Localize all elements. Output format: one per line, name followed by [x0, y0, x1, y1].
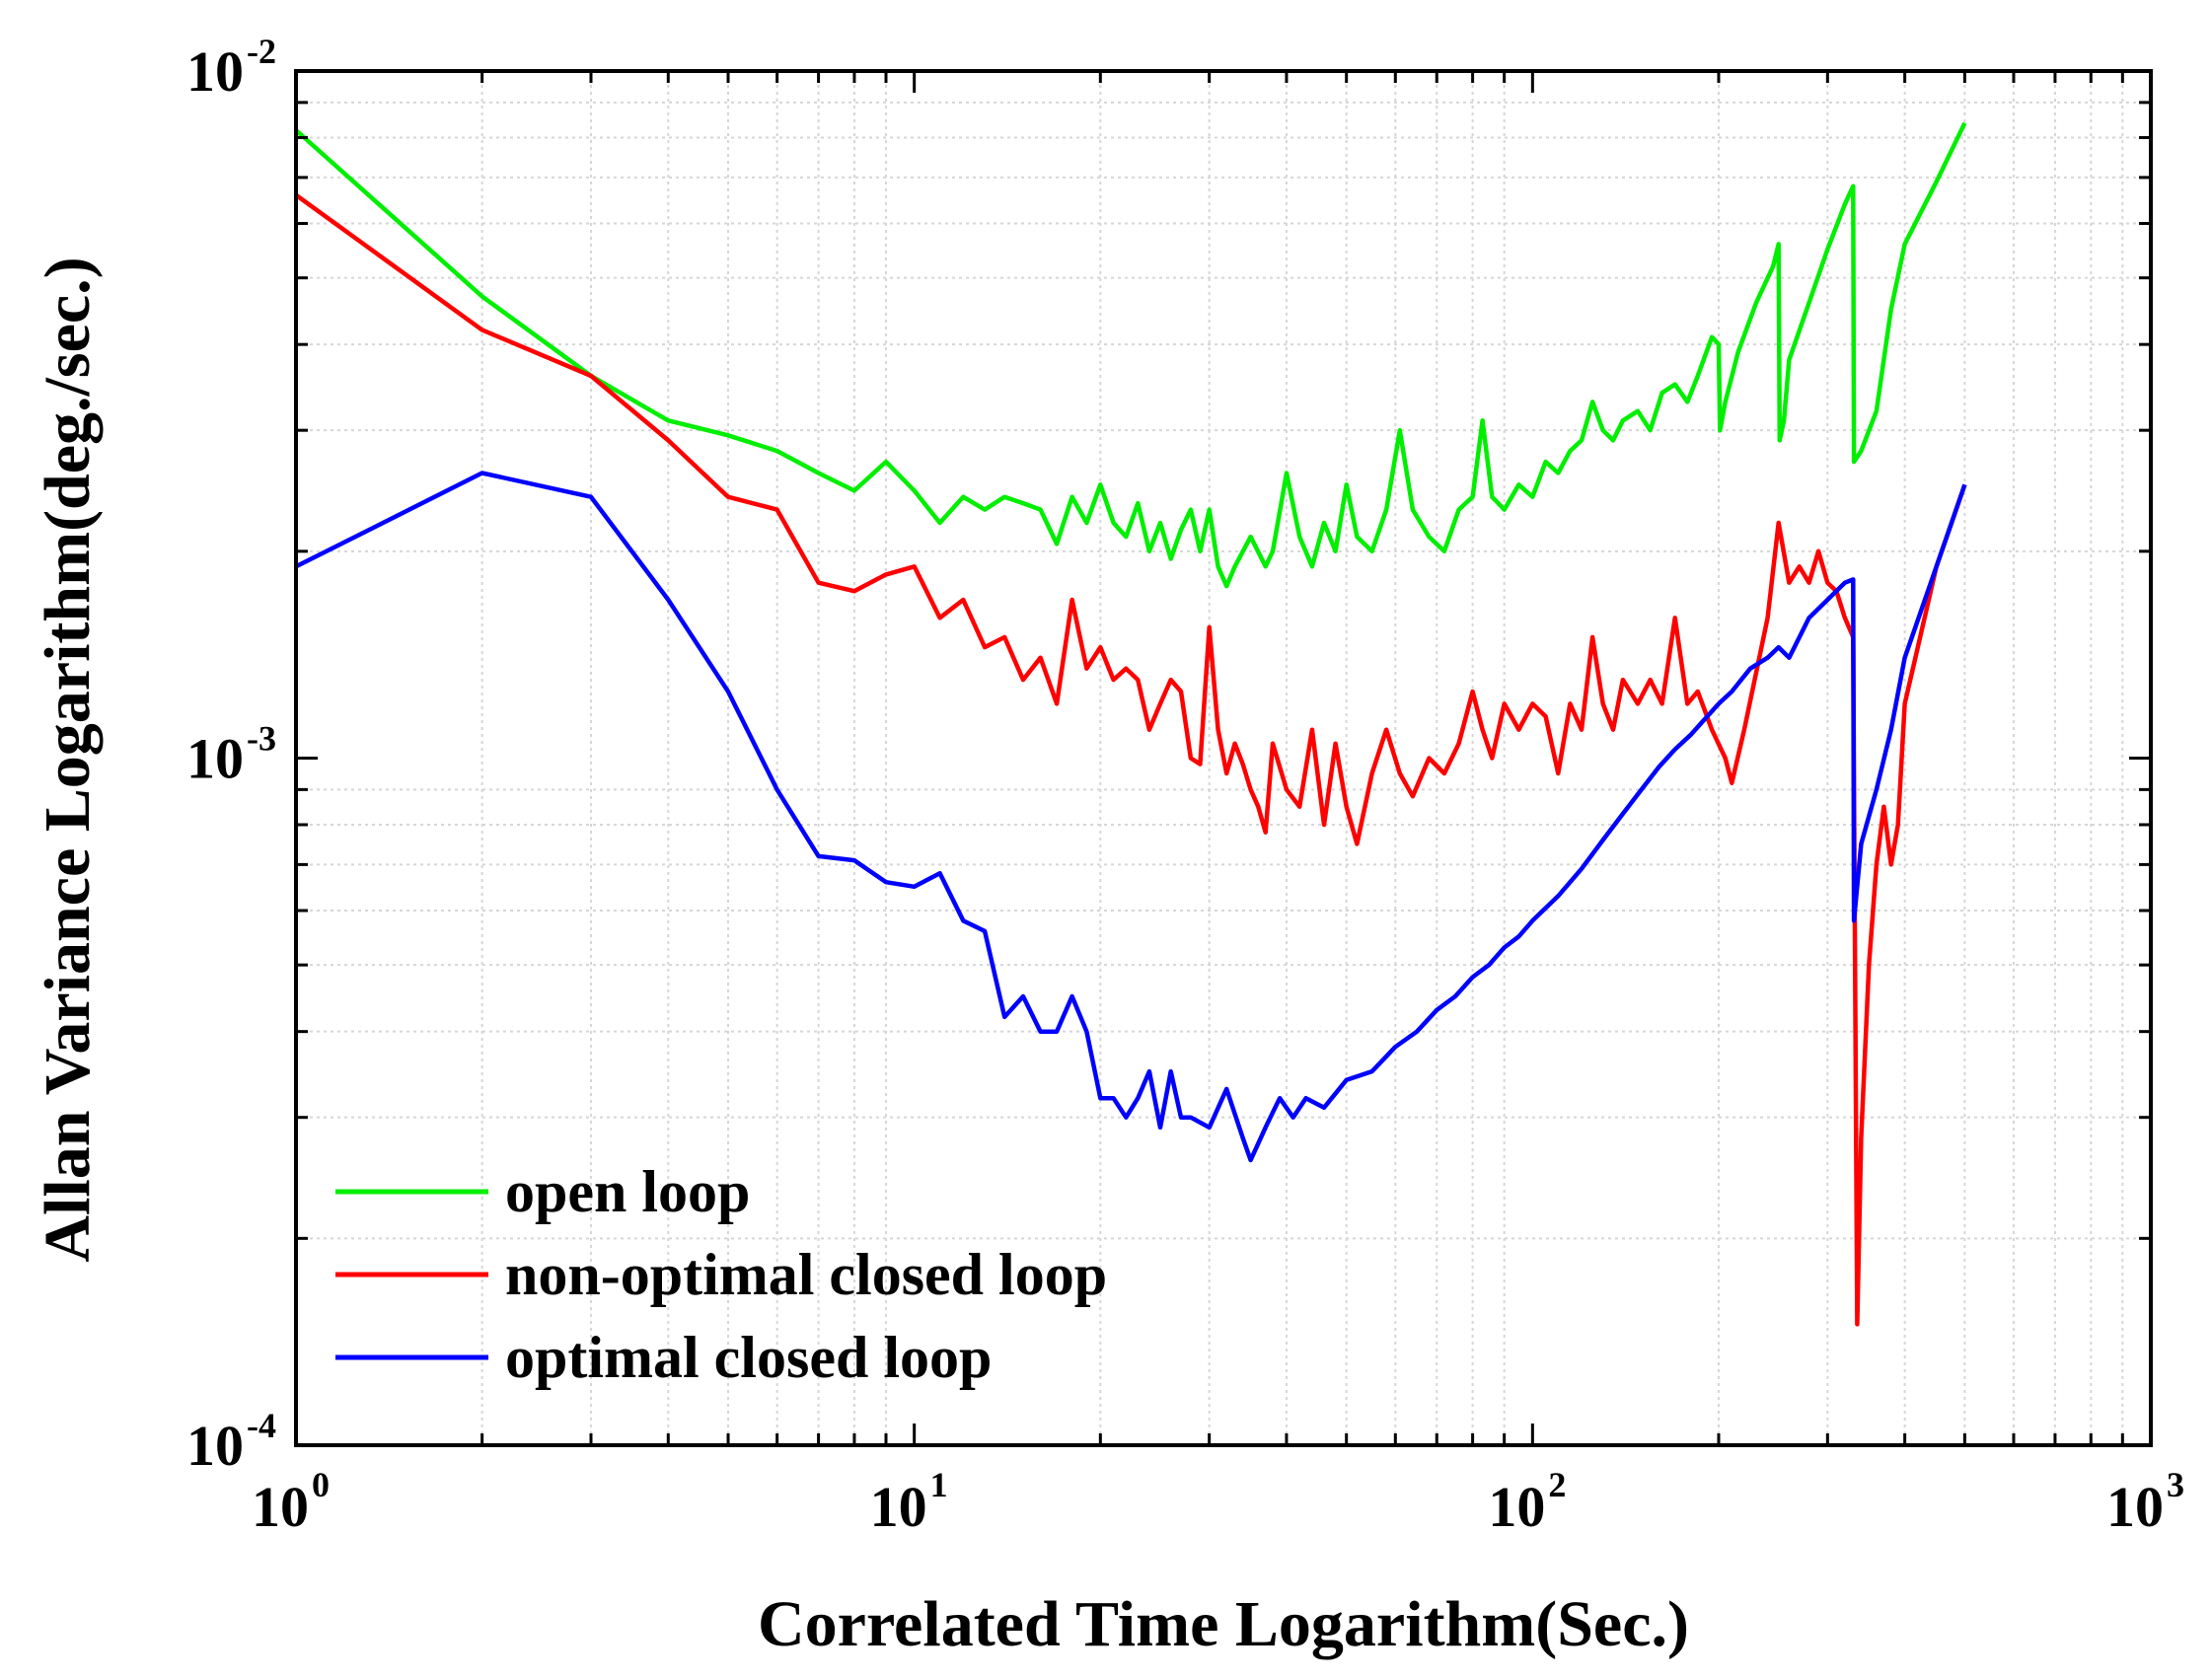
x-tick-base: 10	[1488, 1475, 1545, 1539]
y-tick-exponent: -4	[247, 1406, 276, 1445]
x-tick-exponent: 0	[312, 1465, 330, 1504]
x-tick-base: 10	[870, 1475, 927, 1539]
x-tick-label: 10 3	[2106, 1465, 2184, 1539]
y-tick-base: 10	[186, 1414, 244, 1478]
y-axis-title: Allan Variance Logarithm(deg./sec.)	[32, 256, 104, 1262]
x-axis-title: Correlated Time Logarithm(Sec.)	[758, 1588, 1689, 1660]
axis-ticks	[294, 71, 2151, 1447]
x-tick-exponent: 2	[1548, 1465, 1566, 1504]
y-tick-label: 10 -3	[186, 719, 276, 791]
x-tick-label: 10 1	[870, 1465, 948, 1539]
legend-label-2: non-optimal closed loop	[505, 1242, 1107, 1307]
series-group	[294, 121, 1967, 1327]
tick-labels: 10 0 10 1 10 2 10 310 -410 -310 -2	[186, 32, 2184, 1539]
y-tick-label: 10 -4	[186, 1406, 276, 1478]
x-tick-label: 10 2	[1488, 1465, 1566, 1539]
y-tick-label: 10 -2	[186, 32, 276, 104]
x-tick-base: 10	[252, 1475, 309, 1539]
series-line-2	[294, 192, 1967, 1327]
y-tick-base: 10	[186, 727, 244, 791]
series-line-1	[294, 121, 1967, 589]
x-tick-base: 10	[2106, 1475, 2164, 1539]
legend: open loop non-optimal closed loop optimal …	[335, 1159, 1107, 1390]
x-tick-exponent: 1	[930, 1465, 948, 1504]
y-tick-exponent: -2	[247, 32, 276, 71]
x-tick-label: 10 0	[252, 1465, 330, 1539]
legend-label-1: open loop	[505, 1159, 750, 1224]
legend-label-3: optimal closed loop	[505, 1325, 992, 1390]
grid-lines	[296, 71, 2151, 1445]
series-line-3	[294, 471, 1967, 1163]
y-tick-exponent: -3	[247, 719, 276, 759]
y-tick-base: 10	[186, 39, 244, 104]
x-tick-exponent: 3	[2167, 1465, 2184, 1504]
